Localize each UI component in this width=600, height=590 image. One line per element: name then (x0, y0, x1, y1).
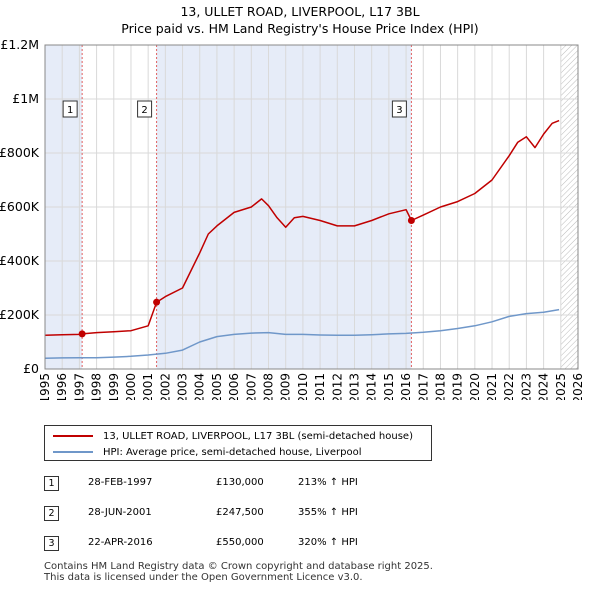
x-tick-label: 2016 (399, 373, 413, 400)
x-tick-label: 2002 (158, 373, 172, 400)
chart-subtitle: Price paid vs. HM Land Registry's House … (121, 21, 479, 36)
x-tick-label: 2010 (296, 373, 310, 400)
sale-marker-label: 3 (396, 105, 402, 116)
x-tick-label: 2015 (382, 373, 396, 400)
sale-date: 22-APR-2016 (88, 537, 153, 548)
y-tick-label: £600K (0, 199, 40, 214)
x-tick-label: 2024 (537, 373, 551, 400)
x-tick-label: 2020 (468, 373, 482, 400)
sale-marker-box (62, 100, 78, 118)
y-tick-label: £400K (0, 253, 40, 268)
chart-title-main: 13, ULLET ROAD, LIVERPOOL, L17 3BL (180, 4, 420, 19)
series-line-property (44, 119, 560, 337)
sale-marker-box (137, 100, 153, 118)
chart-title: 13, ULLET ROAD, LIVERPOOL, L17 3BL Price… (0, 3, 600, 37)
y-tick-label: £200K (0, 307, 40, 322)
footer-copyright: Contains HM Land Registry data © Crown c… (44, 561, 433, 572)
x-tick-label: 2006 (227, 373, 241, 400)
x-tick-label: 2019 (451, 373, 465, 400)
x-tick-label: 1996 (55, 373, 69, 400)
sale-date: 28-FEB-1997 (88, 477, 153, 488)
legend-swatch-property (53, 435, 93, 437)
plot-frame (44, 44, 579, 370)
x-tick-label: 2023 (519, 373, 533, 400)
sale-price: £247,500 (216, 507, 264, 518)
footer-licence: This data is licensed under the Open Gov… (44, 572, 363, 583)
x-tick-label: 2007 (244, 373, 258, 400)
x-tick-label: 2001 (141, 373, 155, 400)
x-tick-label: 2012 (330, 373, 344, 400)
x-tick-label: 2011 (313, 373, 327, 400)
x-tick-label: 2004 (193, 373, 207, 400)
sale-row: 2 28-JUN-2001 £247,500 355% ↑ HPI (44, 506, 464, 522)
sale-date: 28-JUN-2001 (88, 507, 152, 518)
sale-number-badge: 1 (44, 476, 59, 491)
sale-number-badge: 2 (44, 506, 59, 521)
sale-point (153, 298, 161, 306)
x-tick-label: 2005 (210, 373, 224, 400)
x-tick-label: 2021 (485, 373, 499, 400)
y-tick-label: £0 (23, 361, 39, 376)
legend-label-property: 13, ULLET ROAD, LIVERPOOL, L17 3BL (semi… (103, 430, 413, 442)
legend-item-property: 13, ULLET ROAD, LIVERPOOL, L17 3BL (semi… (53, 428, 413, 444)
legend-item-hpi: HPI: Average price, semi-detached house,… (53, 444, 362, 460)
sale-marker-box (391, 100, 407, 118)
x-tick-label: 2013 (347, 373, 361, 400)
legend-label-hpi: HPI: Average price, semi-detached house,… (103, 446, 362, 458)
x-tick-label: 2014 (365, 373, 379, 400)
x-tick-label: 2022 (502, 373, 516, 400)
x-tick-label: 2018 (433, 373, 447, 400)
sale-marker-label: 1 (67, 105, 73, 116)
x-tick-label: 2025 (554, 373, 568, 400)
sale-price: £130,000 (216, 477, 264, 488)
x-tick-label: 2003 (176, 373, 190, 400)
sale-hpi-change: 355% ↑ HPI (298, 507, 358, 518)
x-tick-label: 2000 (124, 373, 138, 400)
sale-marker-label: 2 (141, 105, 147, 116)
sale-hpi-change: 320% ↑ HPI (298, 537, 358, 548)
legend: 13, ULLET ROAD, LIVERPOOL, L17 3BL (semi… (44, 425, 432, 461)
x-tick-label: 2009 (279, 373, 293, 400)
x-tick-label: 1999 (107, 373, 121, 400)
x-tick-label: 1998 (90, 373, 104, 400)
y-tick-label: £800K (0, 145, 40, 160)
x-tick-label: 2026 (571, 373, 585, 400)
legend-swatch-hpi (53, 451, 93, 453)
footer-attribution: Contains HM Land Registry data © Crown c… (44, 561, 433, 583)
sale-row: 3 22-APR-2016 £550,000 320% ↑ HPI (44, 536, 464, 552)
x-tick-label: 2008 (262, 373, 276, 400)
sale-hpi-change: 213% ↑ HPI (298, 477, 358, 488)
x-tick-label: 1997 (72, 373, 86, 400)
x-tick-label: 2017 (416, 373, 430, 400)
sale-number-badge: 3 (44, 536, 59, 551)
sale-price: £550,000 (216, 537, 264, 548)
sale-point (78, 330, 86, 338)
series-line-hpi (44, 308, 560, 359)
x-tick-label: 1995 (38, 373, 52, 400)
y-tick-label: £1.2M (0, 37, 39, 52)
sale-point (407, 217, 415, 224)
sale-row: 1 28-FEB-1997 £130,000 213% ↑ HPI (44, 476, 464, 492)
y-tick-label: £1M (12, 91, 39, 106)
